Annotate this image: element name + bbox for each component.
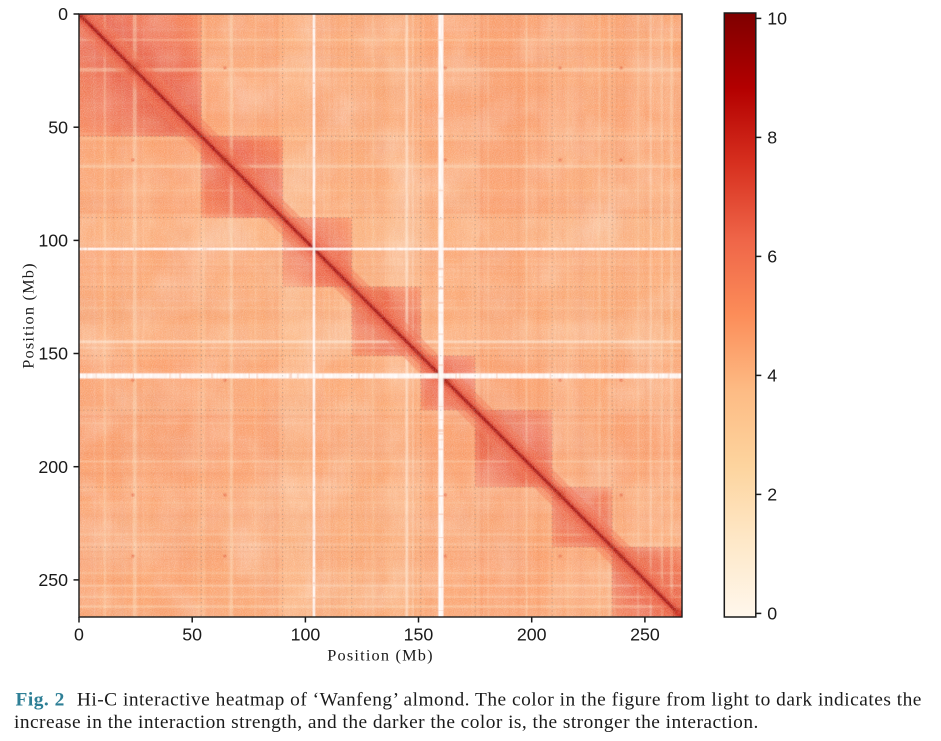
svg-text:8: 8 [767, 128, 777, 148]
svg-text:250: 250 [38, 570, 68, 590]
svg-text:150: 150 [38, 344, 68, 364]
svg-text:Fig. 2Hi-C interactive heatmap: Fig. 2 Hi-C interactive heatmap of ‘Wanfe… [16, 690, 922, 711]
svg-text:2: 2 [767, 485, 777, 505]
svg-text:increase in the interaction st: increase in the interaction strength, an… [14, 712, 759, 733]
svg-text:100: 100 [291, 625, 321, 645]
svg-text:0: 0 [767, 604, 777, 624]
svg-text:4: 4 [767, 366, 777, 386]
svg-text:100: 100 [38, 231, 68, 251]
svg-text:Position (Mb): Position (Mb) [327, 646, 434, 665]
svg-text:0: 0 [74, 625, 84, 645]
svg-text:0: 0 [58, 4, 68, 24]
svg-text:50: 50 [182, 625, 202, 645]
svg-text:6: 6 [767, 247, 777, 267]
svg-text:250: 250 [630, 625, 660, 645]
svg-text:Position (Mb): Position (Mb) [19, 262, 38, 369]
svg-text:50: 50 [48, 117, 68, 137]
svg-text:200: 200 [38, 457, 68, 477]
svg-text:10: 10 [767, 9, 787, 29]
svg-text:200: 200 [517, 625, 547, 645]
svg-text:150: 150 [404, 625, 434, 645]
